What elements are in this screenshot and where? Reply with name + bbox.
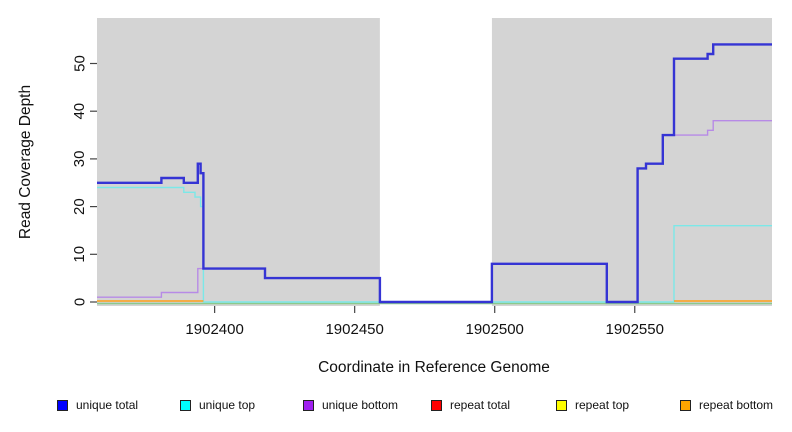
legend-swatch-icon bbox=[556, 399, 567, 411]
series-unique-top bbox=[97, 186, 772, 303]
y-tick-label: 10 bbox=[71, 246, 88, 263]
legend-item-unique-total: unique total bbox=[57, 398, 138, 412]
coverage-chart: 1902400 1902450 1902500 190255001020304050 … bbox=[17, 18, 772, 376]
legend-item-repeat-top: repeat top bbox=[556, 398, 629, 412]
legend-label: unique total bbox=[76, 398, 139, 412]
legend-label: repeat top bbox=[575, 398, 630, 412]
legend-swatch-icon bbox=[57, 399, 68, 411]
y-tick-label: 40 bbox=[71, 103, 88, 120]
plot-panel bbox=[97, 18, 772, 306]
legend-item-repeat-bottom: repeat bottom bbox=[680, 398, 773, 412]
uncovered-gap-region bbox=[379, 18, 492, 306]
x-tick-label: 1902550 bbox=[606, 321, 664, 338]
axes: 1902400 1902450 1902500 1902550 0 10 20 30 40 50 bbox=[71, 55, 664, 338]
y-tick-label: 20 bbox=[71, 198, 88, 215]
series-unique-total bbox=[97, 43, 772, 304]
series-path bbox=[97, 43, 772, 304]
legend-swatch-icon bbox=[680, 399, 691, 411]
y-tick-label: 0 bbox=[71, 298, 88, 306]
legend-label: unique top bbox=[199, 398, 256, 412]
x-tick-label: 1902400 bbox=[185, 321, 243, 338]
legend-swatch-icon bbox=[431, 399, 442, 411]
legend-label: repeat total bbox=[450, 398, 511, 412]
legend-swatch-icon bbox=[303, 399, 314, 411]
series-path bbox=[97, 186, 772, 303]
y-axis-title: Read Coverage Depth bbox=[17, 85, 34, 239]
x-tick-label: 1902450 bbox=[325, 321, 383, 338]
data-series bbox=[97, 43, 772, 305]
legend: unique total unique top unique bottom repea… bbox=[0, 395, 792, 421]
x-tick-label: 1902500 bbox=[466, 321, 524, 338]
legend-item-repeat-total: repeat total bbox=[431, 398, 510, 412]
legend-item-unique-top: unique top bbox=[180, 398, 255, 412]
y-tick-label: 30 bbox=[71, 151, 88, 168]
legend-item-unique-bottom: unique bottom bbox=[303, 398, 398, 412]
y-tick-label: 50 bbox=[71, 55, 88, 72]
legend-label: repeat bottom bbox=[699, 398, 774, 412]
legend-label: unique bottom bbox=[322, 398, 399, 412]
legend-swatch-icon bbox=[180, 399, 191, 411]
x-axis-title: Coordinate in Reference Genome bbox=[318, 359, 550, 376]
